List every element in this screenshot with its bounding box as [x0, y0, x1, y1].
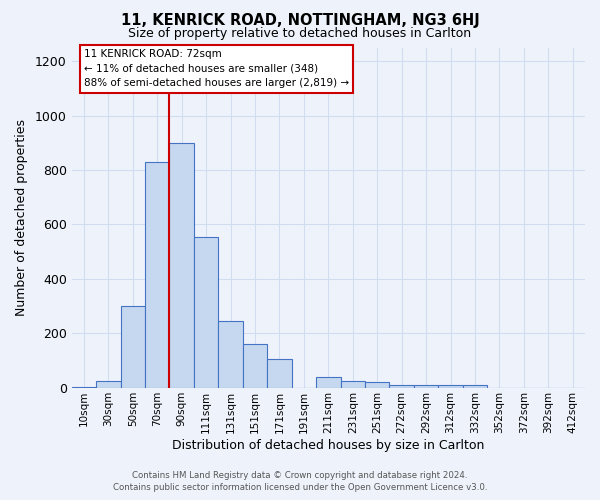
- Bar: [145, 162, 169, 388]
- Bar: [316, 378, 341, 388]
- Text: Size of property relative to detached houses in Carlton: Size of property relative to detached ho…: [128, 28, 472, 40]
- X-axis label: Distribution of detached houses by size in Carlton: Distribution of detached houses by size …: [172, 440, 485, 452]
- Bar: [414, 385, 439, 388]
- Bar: [121, 306, 145, 388]
- Bar: [267, 359, 292, 388]
- Text: 11 KENRICK ROAD: 72sqm
← 11% of detached houses are smaller (348)
88% of semi-de: 11 KENRICK ROAD: 72sqm ← 11% of detached…: [84, 49, 349, 88]
- Bar: [365, 382, 389, 388]
- Bar: [243, 344, 267, 388]
- Text: Contains HM Land Registry data © Crown copyright and database right 2024.
Contai: Contains HM Land Registry data © Crown c…: [113, 471, 487, 492]
- Bar: [389, 386, 414, 388]
- Bar: [194, 236, 218, 388]
- Y-axis label: Number of detached properties: Number of detached properties: [15, 119, 28, 316]
- Bar: [218, 321, 243, 388]
- Bar: [463, 385, 487, 388]
- Bar: [71, 387, 96, 388]
- Bar: [341, 381, 365, 388]
- Bar: [439, 385, 463, 388]
- Bar: [169, 142, 194, 388]
- Bar: [96, 381, 121, 388]
- Text: 11, KENRICK ROAD, NOTTINGHAM, NG3 6HJ: 11, KENRICK ROAD, NOTTINGHAM, NG3 6HJ: [121, 12, 479, 28]
